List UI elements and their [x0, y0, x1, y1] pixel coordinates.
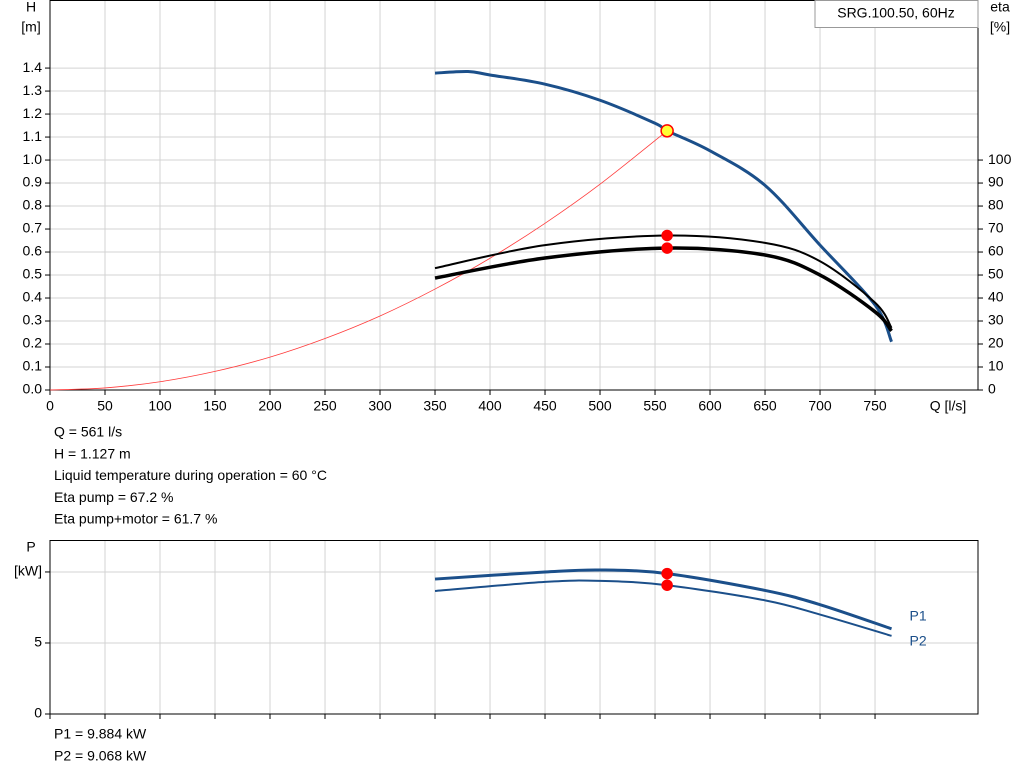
x-tick-label: 650 — [753, 398, 777, 414]
x-tick-label: 350 — [423, 398, 447, 414]
y2-tick-label: 60 — [988, 243, 1004, 259]
y-tick-label: 0 — [34, 705, 42, 721]
x-tick-label: 250 — [313, 398, 337, 414]
y-tick-label: 0.0 — [23, 381, 43, 397]
y2-tick-label: 10 — [988, 358, 1004, 374]
x-tick-label: 200 — [258, 398, 282, 414]
y-tick-label: 0.2 — [23, 335, 43, 351]
y-tick-label: 1.0 — [23, 151, 43, 167]
y-tick-label: 0.9 — [23, 174, 43, 190]
info-line: Eta pump+motor = 61.7 % — [54, 511, 217, 527]
y-tick-label: 1.3 — [23, 82, 43, 98]
x-tick-label: 700 — [808, 398, 832, 414]
y-tick-label: 5 — [34, 634, 42, 650]
y2-tick-label: 70 — [988, 220, 1004, 236]
series-label: P2 — [910, 633, 927, 649]
x-tick-label: 300 — [368, 398, 392, 414]
x-tick-label: 400 — [478, 398, 502, 414]
title-box — [814, 0, 979, 28]
x-tick-label: 450 — [533, 398, 557, 414]
y2-tick-label: 80 — [988, 197, 1004, 213]
y-axis-unit: [m] — [21, 19, 40, 35]
y-tick-label: 1.4 — [23, 59, 43, 75]
y-tick-label: [kW] — [14, 563, 42, 579]
operating-point — [661, 229, 673, 242]
info-line: P1 = 9.884 kW — [54, 726, 147, 742]
chart-title: SRG.100.50, 60Hz — [837, 5, 955, 21]
y2-axis-label: eta — [990, 0, 1010, 15]
y-axis-label: H — [26, 0, 36, 15]
operating-point — [661, 579, 673, 591]
y2-tick-label: 30 — [988, 312, 1004, 328]
plot-frame — [49, 0, 979, 391]
info-line: Liquid temperature during operation = 60… — [54, 467, 327, 483]
info-line: Q = 561 l/s — [54, 424, 122, 440]
y2-tick-label: 0 — [988, 381, 996, 397]
info-line: P2 = 9.068 kW — [54, 748, 147, 764]
info-line: Eta pump = 67.2 % — [54, 489, 173, 505]
curve — [434, 568, 893, 631]
series-label: P1 — [910, 607, 927, 623]
y-axis-label: P — [26, 539, 35, 555]
plot-frame — [49, 540, 979, 715]
y2-tick-label: 90 — [988, 174, 1004, 190]
y-tick-label: 0.8 — [23, 197, 43, 213]
x-tick-label: 150 — [203, 398, 227, 414]
y-tick-label: 0.7 — [23, 220, 43, 236]
x-tick-label: 600 — [698, 398, 722, 414]
y2-axis-unit: [%] — [990, 19, 1010, 35]
y-tick-label: 0.6 — [23, 243, 43, 259]
operating-point — [660, 124, 674, 138]
y-tick-label: 0.5 — [23, 266, 43, 282]
x-tick-label: 100 — [148, 398, 172, 414]
operating-point — [661, 242, 673, 254]
y-tick-label: 0.3 — [23, 312, 43, 328]
info-line: H = 1.127 m — [54, 445, 131, 461]
y-tick-label: 1.1 — [23, 128, 43, 144]
curve — [49, 130, 668, 391]
x-tick-label: 550 — [643, 398, 667, 414]
x-tick-label: 0 — [46, 398, 54, 414]
y2-tick-label: 20 — [988, 335, 1004, 351]
curve — [434, 234, 893, 329]
x-tick-label: 750 — [863, 398, 887, 414]
x-tick-label: 50 — [97, 398, 113, 414]
operating-point — [661, 567, 673, 580]
y-tick-label: 1.2 — [23, 105, 43, 121]
y2-tick-label: 100 — [988, 151, 1012, 167]
curve — [434, 246, 893, 333]
curve — [434, 69, 893, 343]
y2-tick-label: 40 — [988, 289, 1004, 305]
y-tick-label: 0.4 — [23, 289, 43, 305]
x-axis-label: Q [l/s] — [930, 398, 967, 414]
y2-tick-label: 50 — [988, 266, 1004, 282]
x-tick-label: 500 — [588, 398, 612, 414]
y-tick-label: 0.1 — [23, 358, 43, 374]
